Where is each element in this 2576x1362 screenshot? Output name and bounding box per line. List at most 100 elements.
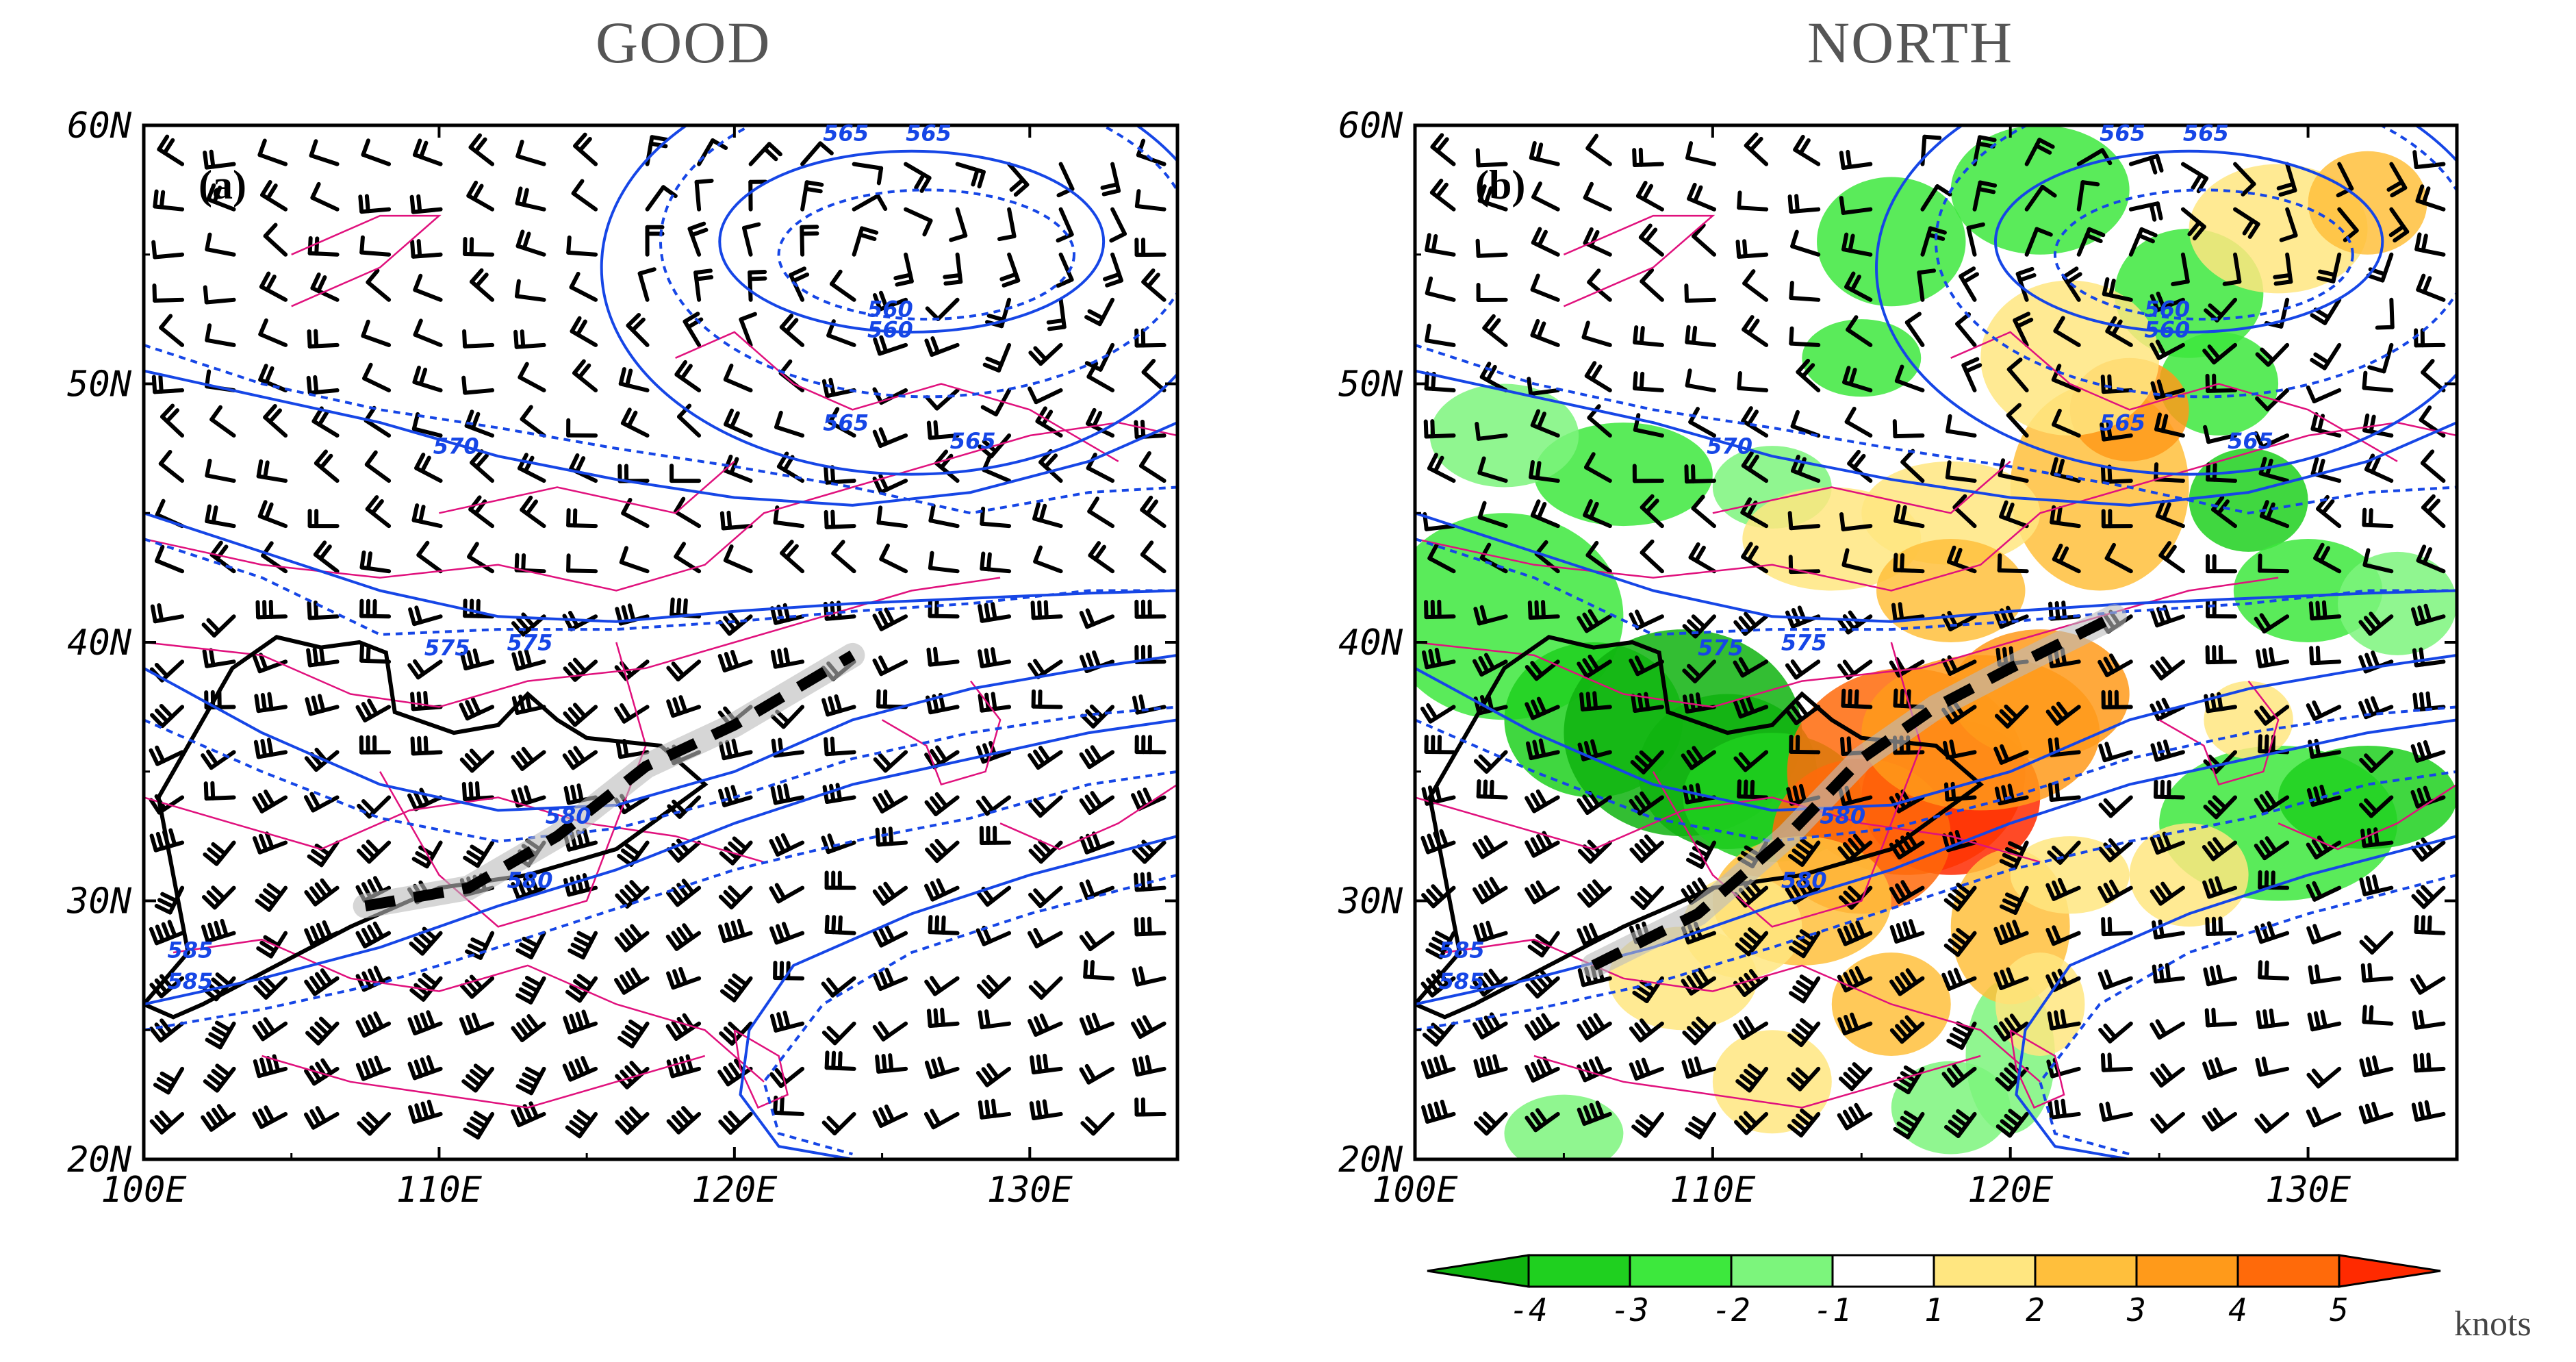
wind-barb-feather — [2000, 969, 2010, 988]
wind-barb-feather — [1431, 1022, 1447, 1037]
wind-barb-feather — [1085, 709, 1100, 724]
wind-barb-feather — [252, 836, 262, 855]
wind-barb-feather — [1079, 836, 1089, 855]
wind-barb-feather — [1421, 893, 1436, 909]
wind-barb-shaft — [800, 141, 823, 166]
wind-barb-feather — [518, 1078, 537, 1089]
wind-barb-feather — [671, 1020, 684, 1037]
wind-barb-feather — [563, 878, 572, 897]
wind-barb-feather — [2259, 794, 2272, 811]
wind-barb-feather — [582, 873, 591, 892]
wind-barb-shaft — [2101, 1066, 2133, 1072]
wind-barb-feather — [562, 1063, 573, 1082]
wind-barb-feather — [517, 787, 526, 806]
wind-barb-feather — [522, 231, 531, 251]
wind-barb-shaft — [468, 507, 495, 529]
wind-barb-feather — [1681, 888, 1694, 905]
wind-barb-feather — [1427, 453, 1438, 470]
contour-label: 565 — [823, 121, 869, 147]
lon-tick-label: 120E — [1967, 1170, 2054, 1211]
wind-barb-feather — [1839, 512, 1846, 531]
wind-barb-feather — [418, 845, 436, 857]
wind-barb-feather — [1634, 795, 1648, 812]
wind-barb-feather — [2364, 1103, 2374, 1122]
wind-barb-feather — [980, 551, 986, 571]
wind-barb-feather — [2372, 1055, 2380, 1074]
wind-barb-feather — [2215, 1057, 2224, 1076]
wind-barb-feather — [984, 1009, 991, 1029]
wind-barb-feather — [730, 785, 739, 804]
wind-barb-shaft — [155, 559, 185, 574]
wind-barb-feather — [1802, 877, 1814, 894]
wind-barb-feather — [669, 597, 675, 617]
wind-barb-feather — [161, 922, 171, 941]
wind-barb-feather — [264, 502, 274, 521]
wind-barb-feather — [160, 403, 175, 419]
wind-barb-feather — [694, 275, 714, 281]
wind-barb-shaft — [1633, 386, 1664, 392]
wind-barb-shaft — [359, 207, 392, 214]
wind-barb-feather — [1145, 499, 1158, 516]
wind-barb-feather — [414, 453, 426, 470]
wind-barb-feather — [1681, 753, 1694, 770]
wind-barb-feather — [1002, 278, 1021, 288]
wind-barb-shaft — [2049, 795, 2081, 802]
wind-barb-feather — [629, 880, 644, 896]
contour-solid — [2015, 835, 2457, 1159]
wind-barb-feather — [732, 973, 748, 987]
wind-barb-feather — [2065, 272, 2082, 285]
wind-barb-shaft — [1692, 234, 1717, 257]
wind-barb-feather — [1440, 1055, 1449, 1074]
wind-barb-shaft — [781, 705, 805, 729]
wind-barb-feather — [1900, 1020, 1914, 1035]
wind-barb-shaft — [723, 558, 753, 574]
wind-barb-feather — [914, 172, 926, 190]
wind-barb-feather — [201, 895, 217, 910]
wind-barb-feather — [2416, 787, 2426, 807]
wind-barb-feather — [1420, 835, 1430, 855]
wind-barb-feather — [359, 235, 365, 255]
wind-barb-feather — [830, 509, 836, 529]
wind-barb-feather — [210, 781, 216, 800]
wind-barb-feather — [719, 989, 737, 1002]
wind-barb-feather — [268, 408, 282, 424]
wind-barb-feather — [1043, 600, 1049, 620]
wind-barb-feather — [1790, 659, 1804, 676]
wind-barb-feather — [409, 194, 416, 214]
border-line — [2009, 1029, 2065, 1109]
wind-barb-feather — [312, 647, 319, 667]
wind-barb-feather — [1527, 944, 1544, 958]
wind-barb-feather — [1084, 931, 1098, 948]
wind-barb-feather — [413, 936, 429, 951]
wind-barb-shaft — [955, 207, 968, 238]
wind-barb-feather — [1585, 692, 1592, 711]
wind-barb-feather — [307, 329, 312, 349]
wind-barb-feather — [1685, 857, 1704, 869]
shade-patch — [1950, 629, 2130, 759]
wind-barb-feather — [313, 375, 319, 394]
wind-barb-feather — [311, 695, 320, 715]
wind-barb-shaft — [1033, 559, 1063, 574]
wind-barb-feather — [1644, 227, 1658, 244]
wind-barb-feather — [620, 407, 632, 425]
wind-barb-feather — [2163, 740, 2171, 759]
wind-barb-shaft — [1640, 550, 1664, 574]
wind-barb-shaft — [774, 425, 805, 438]
wind-barb-feather — [2369, 414, 2376, 434]
wind-barb-feather — [1485, 364, 1497, 383]
wind-barb-feather — [984, 1099, 991, 1119]
wind-barb-shaft — [904, 162, 932, 180]
border-line — [262, 1055, 706, 1109]
wind-barb-feather — [1697, 968, 1710, 985]
wind-barb-feather — [1943, 1124, 1961, 1139]
wind-barb-feather — [1687, 1058, 1696, 1077]
wind-barb-feather — [982, 925, 993, 944]
wind-barb-feather — [215, 1063, 231, 1077]
wind-barb-feather — [2202, 349, 2217, 365]
wind-barb-feather — [925, 847, 939, 863]
wind-barb-feather — [1949, 1033, 1967, 1044]
wind-barb-feather — [718, 1119, 733, 1135]
wind-barb-feather — [2105, 1101, 2113, 1121]
wind-barb-feather — [673, 496, 686, 514]
wind-barb-feather — [2051, 705, 2065, 722]
